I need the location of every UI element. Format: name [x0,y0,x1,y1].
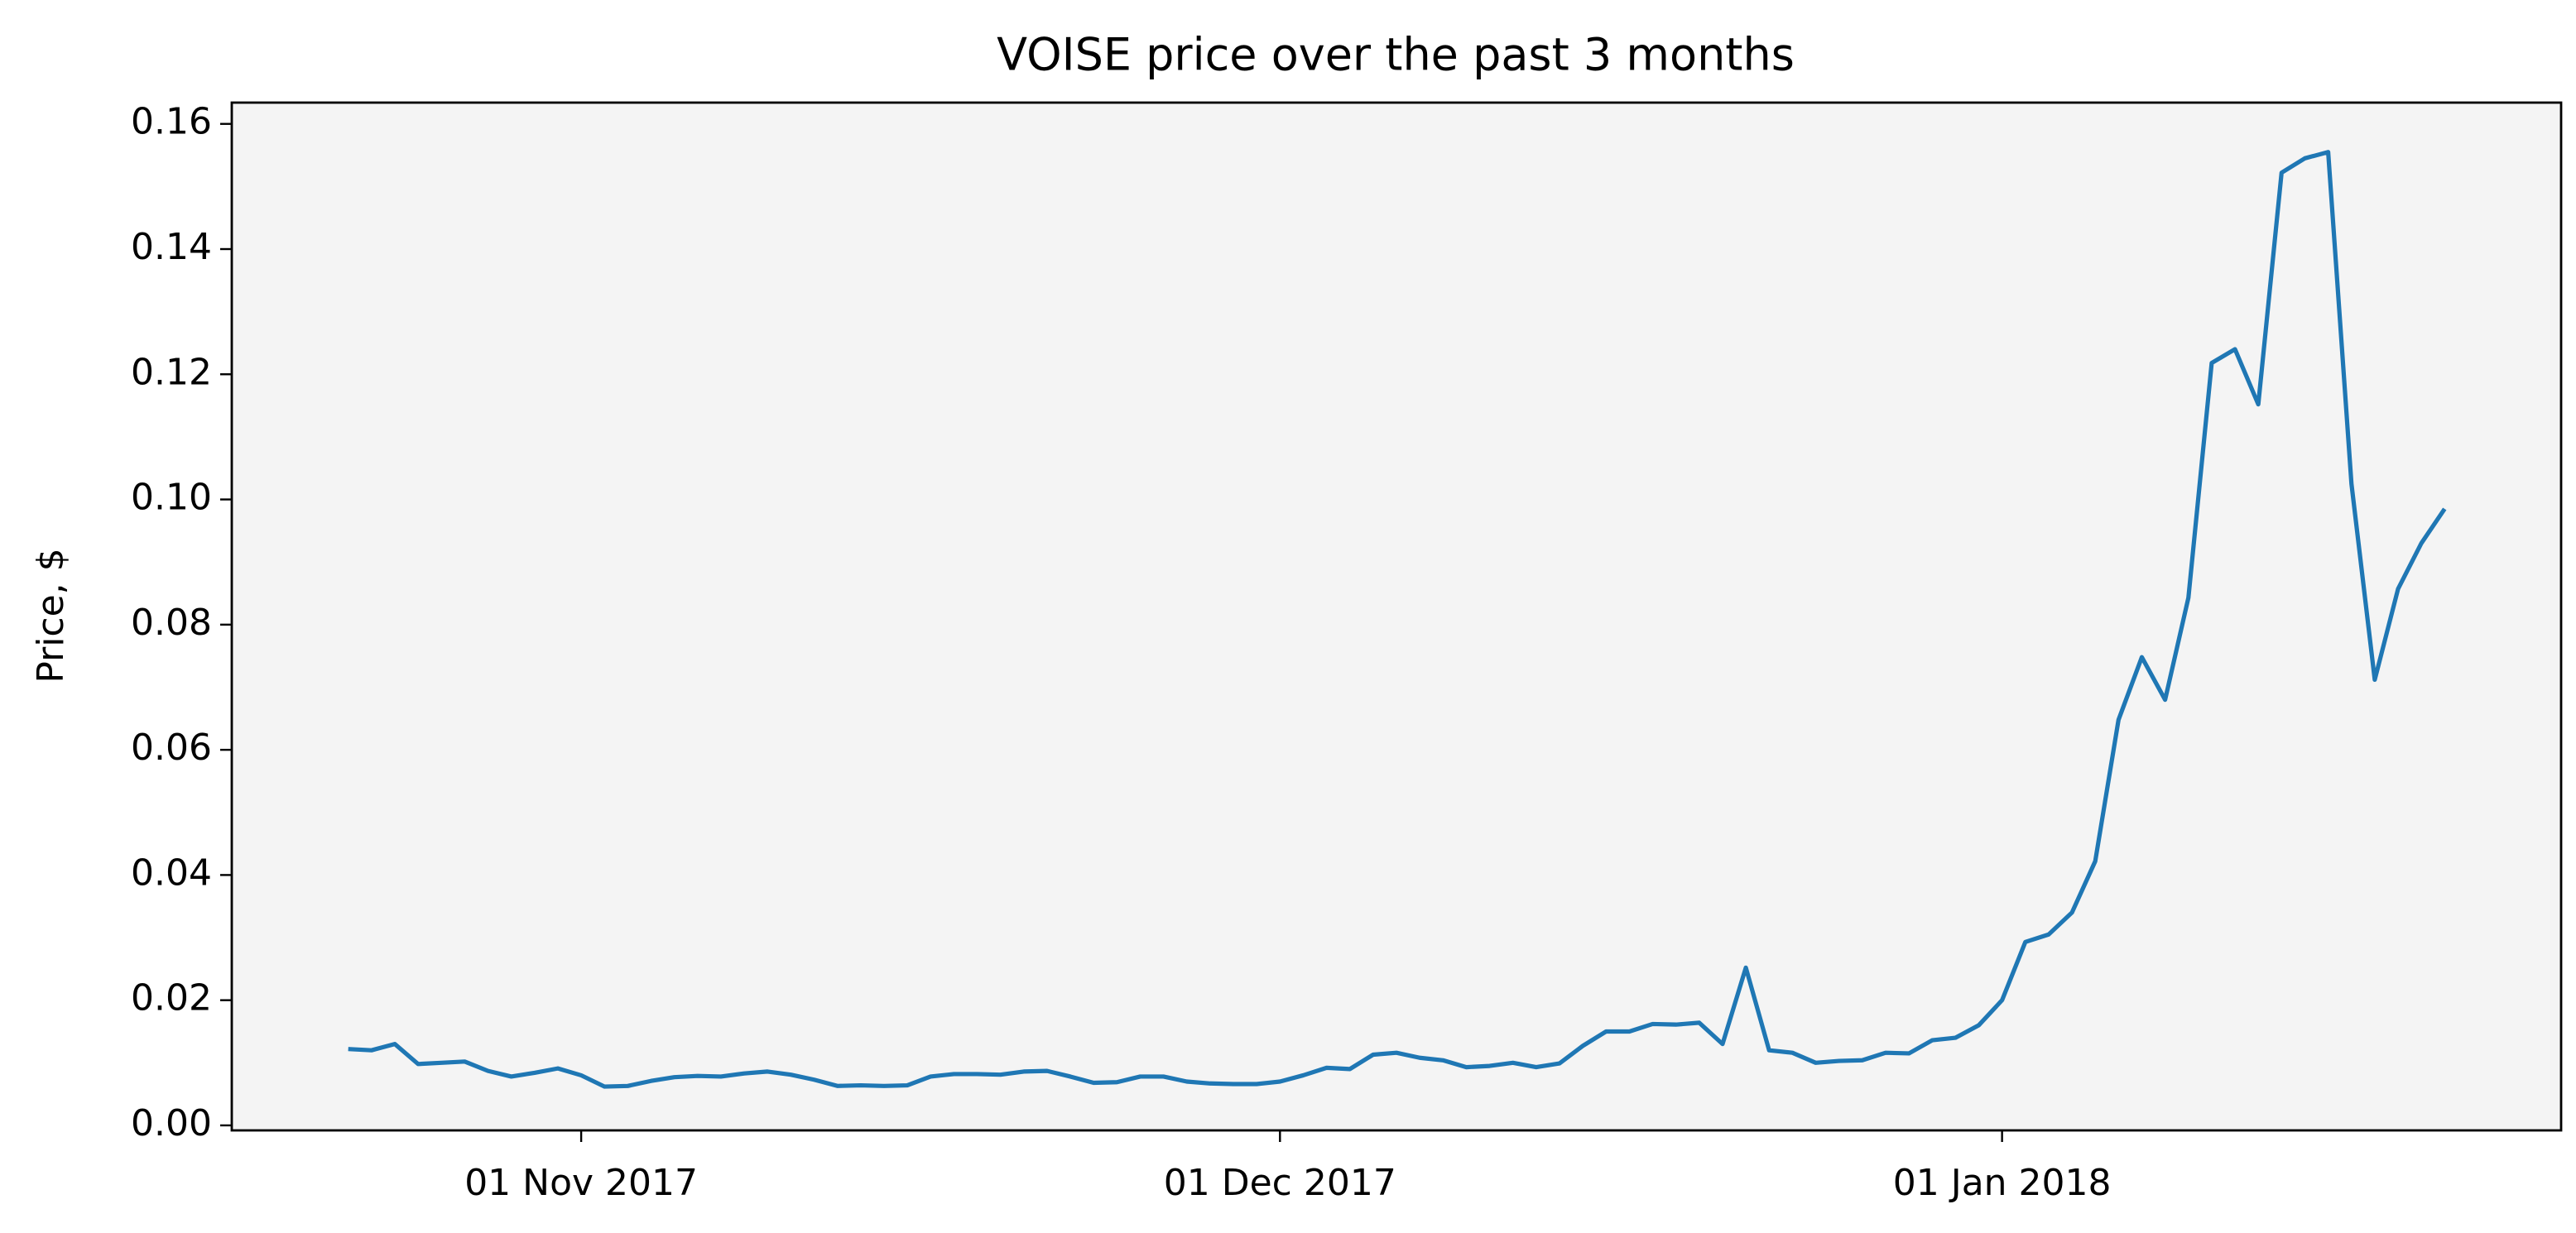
y-tick-label: 0.14 [131,226,212,268]
y-tick-label: 0.00 [131,1102,212,1144]
x-tick-label: 01 Jan 2018 [1893,1162,2112,1204]
y-axis-label: Price, $ [30,548,72,683]
chart-title: VOISE price over the past 3 months [997,29,1795,81]
y-tick-label: 0.04 [131,852,212,894]
y-tick-label: 0.02 [131,977,212,1020]
x-tick-label: 01 Dec 2017 [1164,1162,1396,1204]
y-tick-label: 0.12 [131,351,212,393]
plot-background [232,103,2561,1130]
y-tick-label: 0.08 [131,602,212,644]
y-tick-label: 0.10 [131,477,212,519]
x-tick-label: 01 Nov 2017 [464,1162,698,1204]
price-line [348,150,2447,1089]
y-tick-label: 0.16 [131,101,212,143]
plot-frame [230,101,2563,1132]
y-tick-label: 0.06 [131,727,212,769]
